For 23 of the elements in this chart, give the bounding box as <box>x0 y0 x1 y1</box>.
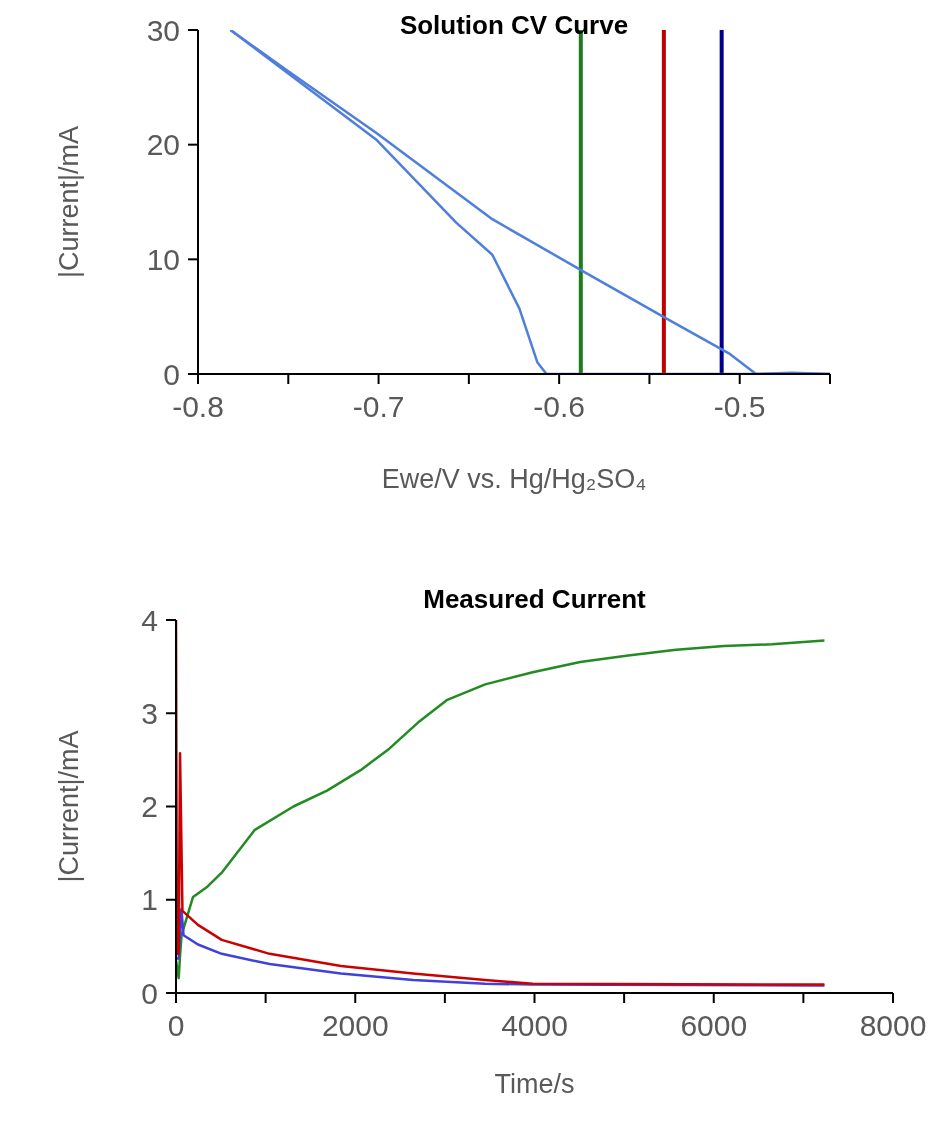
chart-title: Solution CV Curve <box>398 10 630 41</box>
chart-title: Measured Current <box>422 584 647 615</box>
y-tick-label: 3 <box>141 696 158 730</box>
y-axis-title: |Current|/mA <box>53 730 84 883</box>
x-tick-label: 4000 <box>501 1009 568 1043</box>
x-axis-title: Time/s <box>494 1069 575 1099</box>
y-tick-label: 2 <box>141 790 158 824</box>
y-tick-label: 4 <box>141 603 158 637</box>
x-axis-title: Ewe/V vs. Hg/Hg₂SO₄ <box>381 464 647 494</box>
x-tick-label: 8000 <box>859 1009 927 1043</box>
y-tick-label: 30 <box>146 13 180 47</box>
y-tick-label: 1 <box>141 883 158 917</box>
x-tick-label: 6000 <box>680 1009 748 1043</box>
x-tick-label: -0.6 <box>533 390 585 424</box>
y-axis-title: |Current|/mA <box>53 125 84 279</box>
x-tick-label: 2000 <box>321 1009 389 1043</box>
y-tick-label: 0 <box>141 976 158 1010</box>
x-tick-label: -0.5 <box>713 390 766 424</box>
y-tick-label: 0 <box>163 357 180 391</box>
x-tick-label: -0.7 <box>352 390 405 424</box>
y-tick-label: 20 <box>146 128 180 162</box>
y-tick-label: 10 <box>146 242 180 276</box>
x-tick-label: -0.8 <box>172 390 224 424</box>
